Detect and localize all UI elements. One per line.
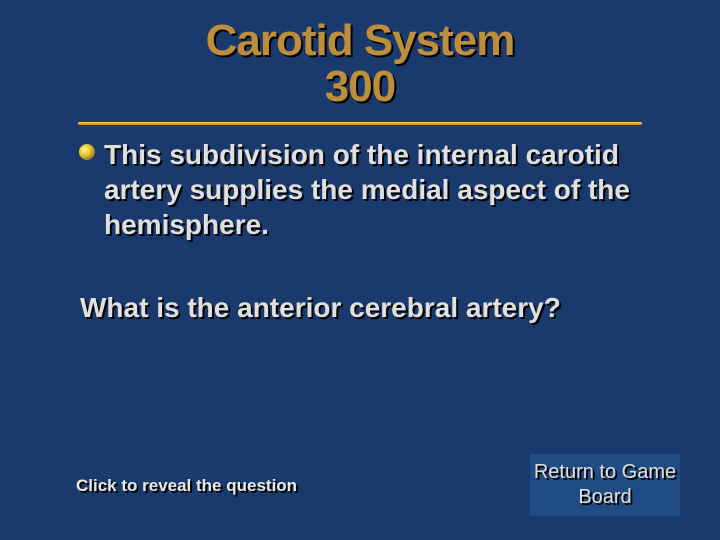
bullet-icon [78,143,96,161]
return-game-board-button[interactable]: Return to Game Board [530,454,680,516]
title-line2: 300 [325,62,395,111]
divider-container [0,110,720,133]
content-area: This subdivision of the internal carotid… [0,133,720,324]
divider-line [78,122,642,125]
clue-text: This subdivision of the internal carotid… [104,137,642,242]
slide-title: Carotid System 300 [0,0,720,110]
reveal-question-button[interactable]: Click to reveal the question [76,474,302,498]
title-line1: Carotid System [206,16,515,65]
clue-row: This subdivision of the internal carotid… [78,137,642,242]
answer-text: What is the anterior cerebral artery? [78,292,642,324]
